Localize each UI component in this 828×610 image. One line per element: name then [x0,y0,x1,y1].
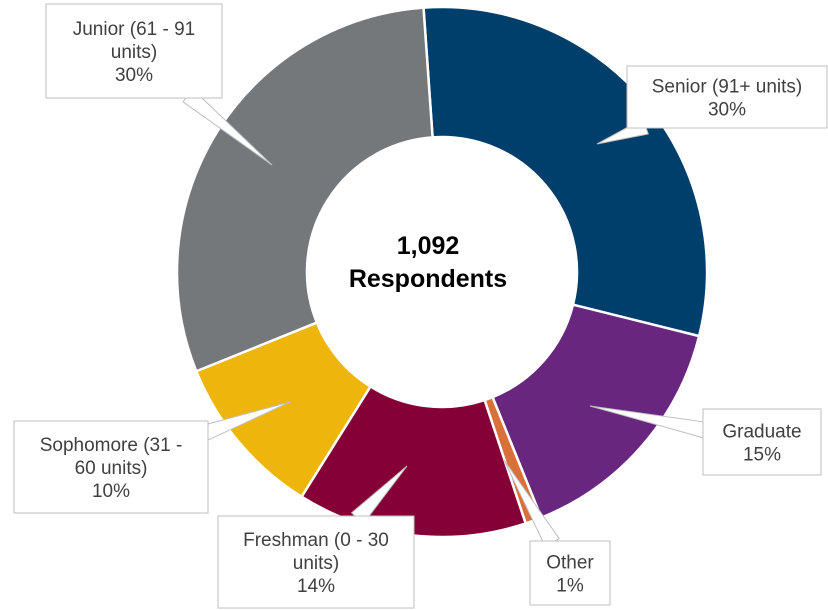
data-label-category: Freshman (0 - 30 [243,530,389,551]
callout-box [45,3,223,99]
data-label-percent: 30% [115,65,153,86]
callout-box [13,420,209,514]
data-label-percent: 30% [708,100,746,121]
slice-junior-61-91-units [175,6,434,373]
data-label-percent: 10% [92,481,130,502]
center-caption: Respondents [349,265,507,293]
center-count: 1,092 [397,232,460,260]
data-label-category: Other [546,553,594,574]
slice-graduate [491,303,701,519]
data-label-percent: 14% [297,576,335,597]
callout-box [529,540,611,606]
callout-senior-91-units: Senior (91+ units)30% [626,65,828,129]
callout-box [217,515,415,609]
data-label-category: units) [293,553,339,574]
callout-box [626,65,828,129]
data-label-category: Sophomore (31 - [40,435,183,456]
data-label-category: 60 units) [75,458,148,479]
data-label-percent: 15% [743,445,781,466]
data-label-percent: 1% [556,576,584,597]
data-label-category: Graduate [722,422,801,443]
slice-senior-91-units [422,5,709,338]
slices-group [175,5,709,539]
data-label-category: units) [111,42,157,63]
data-label-category: Junior (61 - 91 [73,19,196,40]
data-label-category: Senior (91+ units) [652,77,803,98]
slice-freshman-0-30-units [300,385,527,539]
callout-box [702,408,822,476]
callouts-group: Senior (91+ units)30%Graduate15%Other1%F… [13,3,828,609]
callout-sophomore-31-60-units: Sophomore (31 -60 units)10% [13,420,209,514]
